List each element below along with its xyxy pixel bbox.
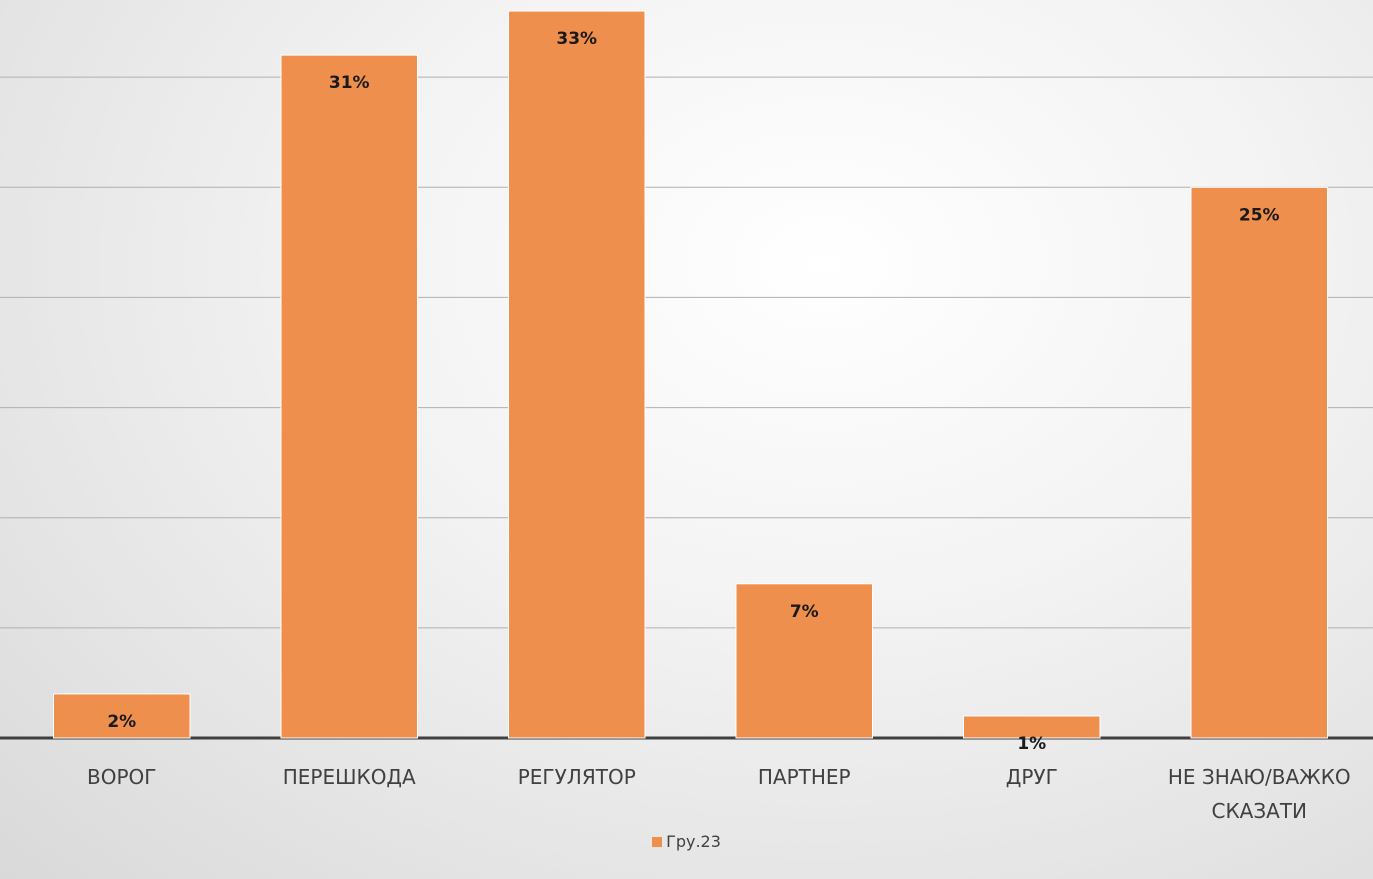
bar [508, 10, 646, 739]
legend-swatch [652, 837, 663, 847]
x-tick-label: ПЕРЕШКОДА [282, 765, 416, 789]
bar [1190, 186, 1328, 739]
x-tick-label: ВОРОГ [87, 765, 157, 789]
bar [735, 583, 873, 739]
x-tick-label: ПАРТНЕР [757, 765, 851, 789]
data-label: 25% [1239, 205, 1280, 225]
bar [53, 693, 191, 739]
x-tick-label: РЕГУЛЯТОР [517, 765, 636, 789]
x-tick-label: НЕ ЗНАЮ/ВАЖКО СКАЗАТИ [1167, 765, 1351, 823]
bar [963, 715, 1101, 739]
data-label: 2% [107, 712, 136, 732]
data-label: 1% [1017, 734, 1046, 754]
bar [280, 54, 418, 739]
legend: Гру.23 [0, 832, 1373, 851]
data-label: 31% [329, 73, 370, 93]
legend-label: Гру.23 [666, 832, 721, 851]
data-label: 7% [790, 602, 819, 622]
data-label: 33% [556, 29, 597, 49]
x-tick-label: ДРУГ [1005, 765, 1058, 789]
